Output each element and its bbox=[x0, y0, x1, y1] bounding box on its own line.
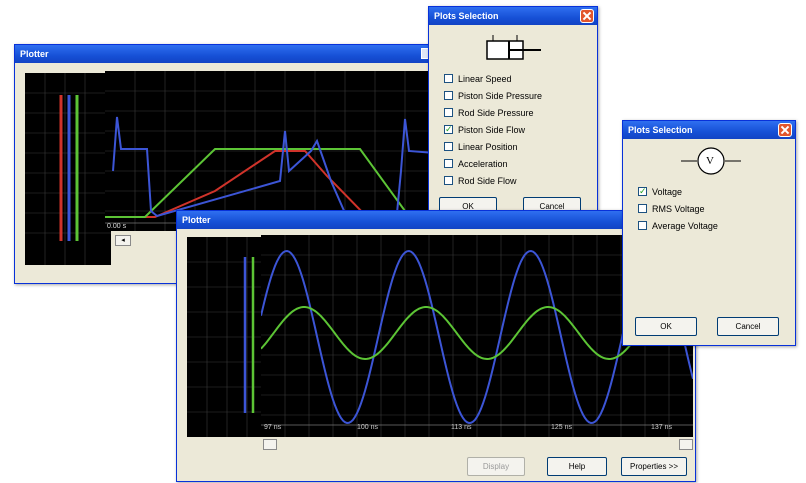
plotter-window-back: Plotter bbox=[14, 44, 437, 284]
plotter-front-plot-area: 97 ns 100 ns 113 ns 125 ns 137 ns bbox=[260, 235, 694, 437]
ok-button[interactable]: OK bbox=[635, 317, 697, 336]
plotter-back-tick-label: 0.00 s bbox=[107, 223, 127, 230]
option-label: Average Voltage bbox=[652, 221, 718, 231]
series-blue-back bbox=[112, 116, 436, 218]
plotter-front-scroll-right[interactable] bbox=[679, 439, 693, 450]
option-label: Linear Speed bbox=[458, 74, 512, 84]
plotter-front-title: Plotter bbox=[182, 215, 211, 225]
x-tick-4: 137 ns bbox=[651, 424, 673, 431]
plotter-back-chart bbox=[105, 71, 436, 231]
close-icon[interactable] bbox=[580, 9, 594, 23]
checkbox-piston-side-flow[interactable] bbox=[444, 122, 453, 136]
checkbox-acceleration[interactable] bbox=[444, 159, 453, 168]
series-green-front bbox=[260, 306, 694, 361]
plotter-front-scroll-left[interactable] bbox=[263, 439, 277, 450]
plotter-back-title: Plotter bbox=[20, 49, 49, 59]
display-button[interactable]: Display bbox=[467, 457, 525, 476]
checkbox-average-voltage[interactable] bbox=[638, 221, 647, 230]
plotter-front-chart bbox=[260, 235, 694, 437]
checkbox-rod-side-pressure[interactable] bbox=[444, 108, 453, 117]
option-label: Voltage bbox=[652, 187, 683, 197]
plots-selection-cylinder-titlebar: Plots Selection bbox=[429, 7, 597, 25]
option-piston-side-flow[interactable]: Piston Side Flow bbox=[444, 122, 526, 137]
plots-selection-cylinder-title: Plots Selection bbox=[434, 11, 499, 21]
legend-bars-front bbox=[187, 237, 265, 437]
close-icon[interactable] bbox=[778, 123, 792, 137]
plots-selection-voltage-title: Plots Selection bbox=[628, 125, 693, 135]
option-label: Linear Position bbox=[458, 142, 518, 152]
plotter-back-titlebar: Plotter bbox=[15, 45, 436, 63]
option-label: RMS Voltage bbox=[652, 204, 705, 214]
x-tick-2: 113 ns bbox=[451, 424, 472, 431]
option-rod-side-pressure[interactable]: Rod Side Pressure bbox=[444, 106, 534, 120]
x-tick-0: 97 ns bbox=[264, 424, 282, 431]
option-average-voltage[interactable]: Average Voltage bbox=[638, 219, 718, 233]
option-voltage[interactable]: Voltage bbox=[638, 184, 683, 199]
checkbox-piston-side-pressure[interactable] bbox=[444, 91, 453, 100]
option-label: Acceleration bbox=[458, 159, 508, 169]
option-linear-position[interactable]: Linear Position bbox=[444, 140, 518, 154]
plotter-front-titlebar: Plotter bbox=[177, 211, 695, 229]
cancel-button[interactable]: Cancel bbox=[717, 317, 779, 336]
option-label: Piston Side Pressure bbox=[458, 91, 543, 101]
option-label: Piston Side Flow bbox=[458, 125, 526, 135]
plots-selection-cylinder-dialog: Plots Selection Linear Speed Piston Side… bbox=[428, 6, 598, 216]
plotter-back-plot-area bbox=[105, 71, 436, 231]
checkbox-voltage[interactable] bbox=[638, 184, 647, 198]
plotter-front-legend bbox=[187, 237, 265, 437]
option-rod-side-flow[interactable]: Rod Side Flow bbox=[444, 174, 517, 188]
voltmeter-icon bbox=[681, 147, 741, 175]
option-label: Rod Side Pressure bbox=[458, 108, 534, 118]
x-tick-1: 100 ns bbox=[357, 424, 379, 431]
cylinder-icon bbox=[486, 35, 541, 60]
plots-selection-voltage-dialog: Plots Selection V Voltage RMS Voltage Av… bbox=[622, 120, 796, 346]
option-rms-voltage[interactable]: RMS Voltage bbox=[638, 202, 705, 216]
checkbox-rms-voltage[interactable] bbox=[638, 204, 647, 213]
option-piston-side-pressure[interactable]: Piston Side Pressure bbox=[444, 89, 542, 103]
x-tick-3: 125 ns bbox=[551, 424, 573, 431]
plotter-back-scroll-left[interactable]: ◂ bbox=[115, 235, 131, 246]
plots-selection-voltage-titlebar: Plots Selection bbox=[623, 121, 795, 139]
option-linear-speed[interactable]: Linear Speed bbox=[444, 72, 512, 86]
checkbox-rod-side-flow[interactable] bbox=[444, 176, 453, 185]
option-acceleration[interactable]: Acceleration bbox=[444, 157, 508, 171]
checkbox-linear-speed[interactable] bbox=[444, 74, 453, 83]
series-blue-front bbox=[260, 249, 694, 425]
help-button[interactable]: Help bbox=[547, 457, 607, 476]
plotter-window-front: Plotter bbox=[176, 210, 696, 482]
checkbox-linear-position[interactable] bbox=[444, 142, 453, 151]
legend-bars-back bbox=[25, 73, 111, 265]
voltmeter-symbol: V bbox=[706, 155, 714, 167]
plotter-back-legend bbox=[25, 73, 111, 265]
properties-button[interactable]: Properties >> bbox=[621, 457, 687, 476]
option-label: Rod Side Flow bbox=[458, 176, 517, 186]
